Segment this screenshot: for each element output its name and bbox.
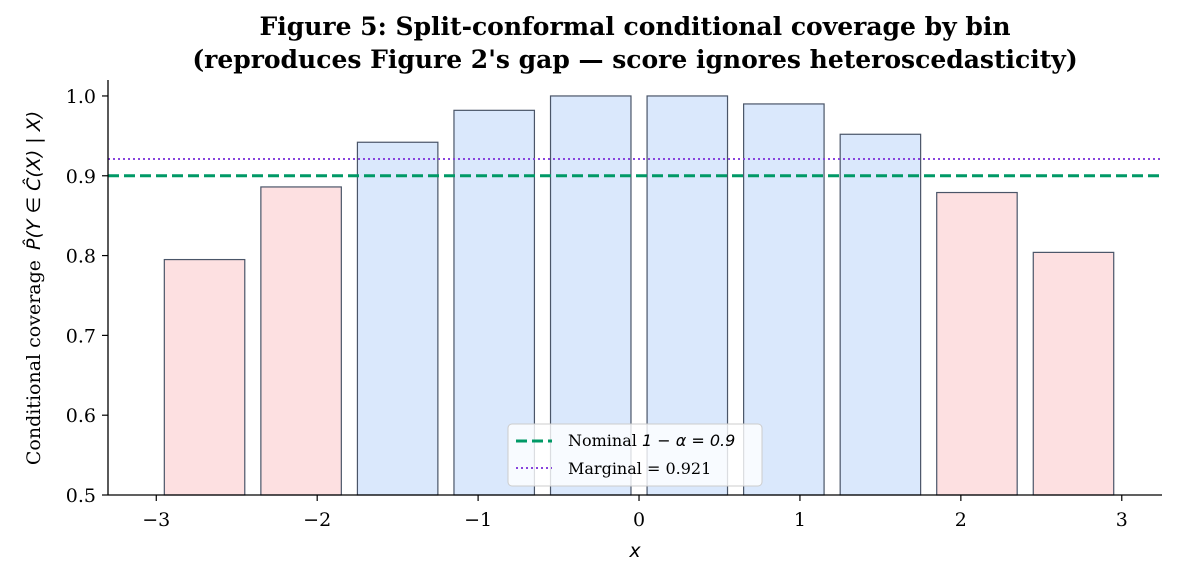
legend-nominal-prefix: Nominal bbox=[568, 431, 642, 450]
bar-8 bbox=[936, 191, 1018, 496]
y-axis-label-math: P̂(Y ∈ Ĉ(X) | X) bbox=[21, 111, 45, 250]
y-tick-label: 0.7 bbox=[66, 325, 96, 347]
x-tick-label: 2 bbox=[955, 509, 967, 531]
legend-nominal-label: Nominal 1 − α = 0.9 bbox=[568, 431, 735, 450]
chart-title-line2: (reproduces Figure 2's gap — score ignor… bbox=[192, 45, 1077, 74]
x-tick-label: 1 bbox=[794, 509, 806, 531]
y-axis-label-text: Conditional coverage bbox=[23, 260, 45, 465]
x-ticks: −3 −2 −1 0 1 2 3 bbox=[142, 495, 1128, 531]
y-tick-label: 0.8 bbox=[66, 246, 96, 268]
y-tick-label: 0.6 bbox=[66, 405, 96, 427]
chart-title-line1: Figure 5: Split-conformal conditional co… bbox=[260, 12, 1011, 41]
legend-nominal-math: 1 − α = 0.9 bbox=[642, 431, 735, 450]
x-tick-label: −1 bbox=[464, 509, 492, 531]
x-tick-label: 3 bbox=[1116, 509, 1128, 531]
legend-marginal-label: Marginal = 0.921 bbox=[568, 459, 711, 478]
y-axis-label: Conditional coverage P̂(Y ∈ Ĉ(X) | X) bbox=[21, 111, 45, 465]
bar-2 bbox=[356, 141, 439, 496]
legend: Nominal 1 − α = 0.9 Marginal = 0.921 bbox=[507, 423, 763, 487]
x-tick-label: −2 bbox=[303, 509, 331, 531]
bar-9 bbox=[1032, 251, 1115, 496]
x-axis-label: x bbox=[628, 540, 641, 562]
y-tick-label: 0.5 bbox=[66, 485, 96, 507]
bar-7 bbox=[839, 133, 922, 496]
x-tick-label: 0 bbox=[633, 509, 645, 531]
y-tick-label: 0.9 bbox=[66, 166, 96, 188]
x-tick-label: −3 bbox=[142, 509, 170, 531]
legend-box bbox=[507, 423, 763, 487]
bar-1 bbox=[260, 186, 342, 496]
y-ticks: 0.5 0.6 0.7 0.8 0.9 1.0 bbox=[66, 86, 108, 507]
y-tick-label: 1.0 bbox=[66, 86, 96, 108]
reference-lines bbox=[108, 158, 1162, 178]
bar-0 bbox=[163, 258, 246, 496]
